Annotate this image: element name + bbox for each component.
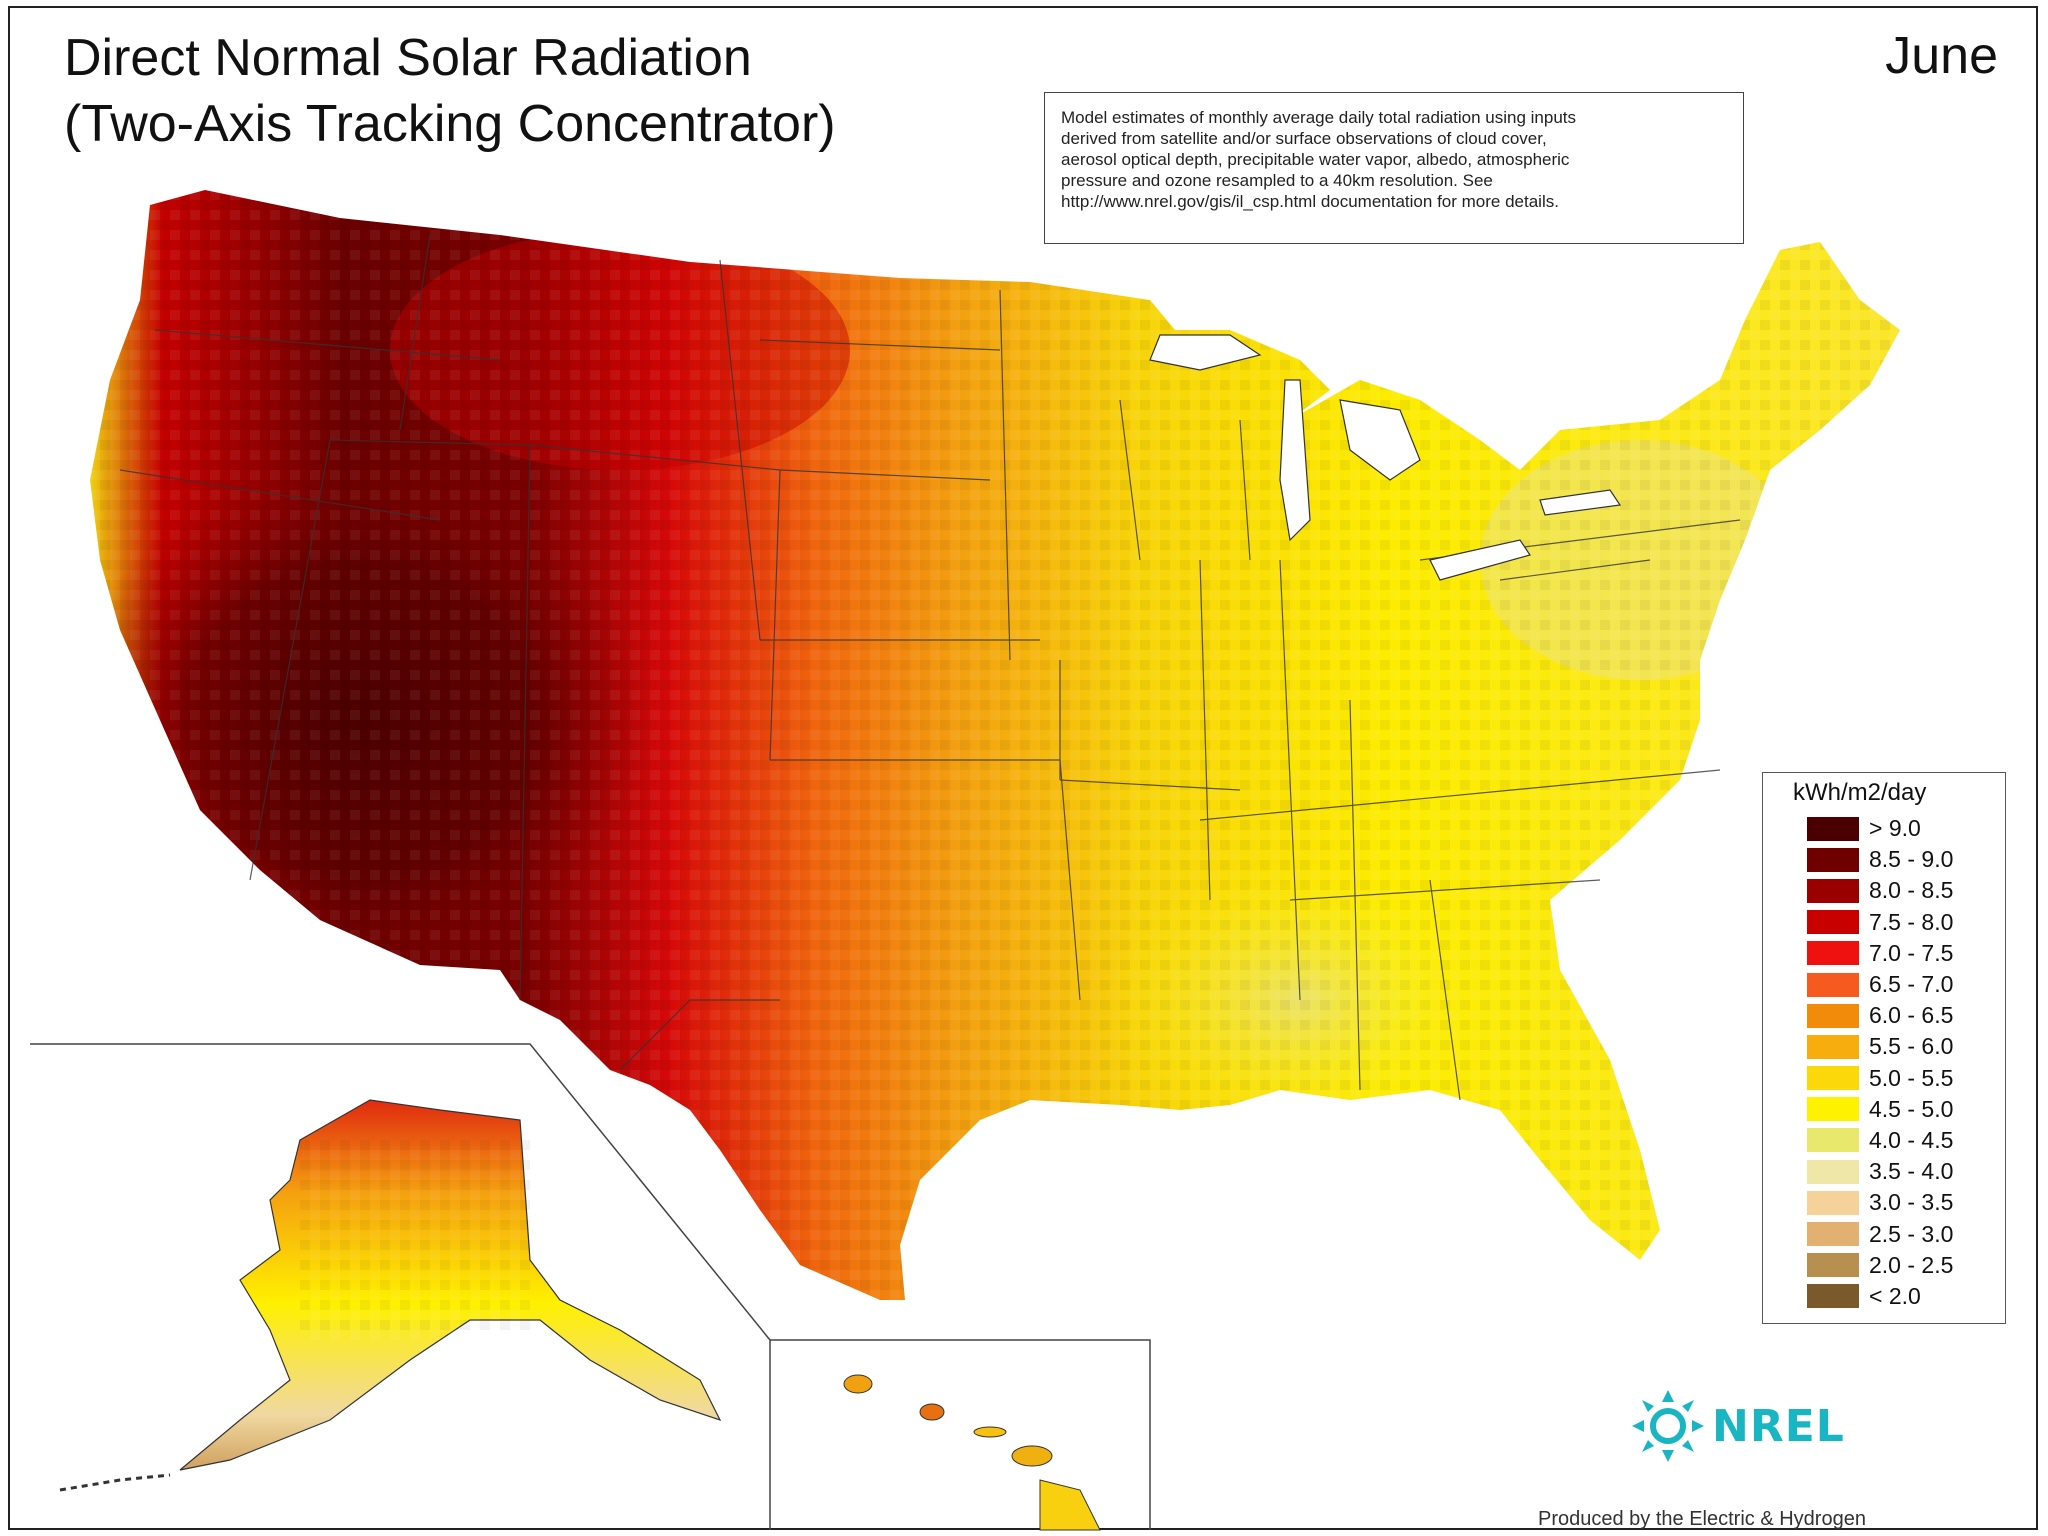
legend-row: 6.0 - 6.5	[1807, 1000, 2005, 1031]
legend-row: 4.0 - 4.5	[1807, 1125, 2005, 1156]
legend-swatch	[1807, 878, 1859, 903]
model-description-note: Model estimates of monthly average daily…	[1044, 92, 1744, 244]
legend-row: 8.0 - 8.5	[1807, 875, 2005, 906]
nrel-logo-text: NREL	[1712, 1400, 1845, 1452]
legend-row: 3.0 - 3.5	[1807, 1187, 2005, 1218]
legend-label: 6.0 - 6.5	[1869, 1002, 1954, 1029]
state-boundaries	[119, 234, 1741, 1101]
note-line: pressure and ozone resampled to a 40km r…	[1061, 171, 1493, 190]
legend-label: 4.5 - 5.0	[1869, 1095, 1954, 1122]
legend-swatch	[1807, 1222, 1859, 1247]
map-title-line-1: Direct Normal Solar Radiation	[64, 29, 752, 87]
note-line: Model estimates of monthly average daily…	[1061, 108, 1577, 127]
legend-label: 2.0 - 2.5	[1869, 1251, 1954, 1278]
hawaii-island-oahu	[919, 1403, 945, 1421]
inset-divider-hawaii	[769, 1339, 1151, 1530]
legend-label: 3.0 - 3.5	[1869, 1189, 1954, 1216]
aleutian-islands	[59, 1473, 171, 1492]
legend-swatch	[1807, 1190, 1859, 1215]
legend-row: < 2.0	[1807, 1281, 2005, 1312]
hawaii-island-big	[1039, 1479, 1101, 1531]
producer-credit: Produced by the Electric & Hydrogen	[1538, 1508, 1866, 1530]
map-title-line-2: (Two-Axis Tracking Concentrator)	[64, 95, 836, 153]
legend-label: 5.5 - 6.0	[1869, 1033, 1954, 1060]
alaska-inset	[30, 1043, 771, 1492]
legend-label: > 9.0	[1869, 815, 1921, 842]
legend-row: 5.5 - 6.0	[1807, 1031, 2005, 1062]
note-line: http://www.nrel.gov/gis/il_csp.html docu…	[1061, 192, 1559, 211]
legend-row: 5.0 - 5.5	[1807, 1063, 2005, 1094]
legend-label: 8.0 - 8.5	[1869, 877, 1954, 904]
legend-row: 8.5 - 9.0	[1807, 844, 2005, 875]
inset-divider-alaska	[30, 1043, 771, 1341]
legend-label: 4.0 - 4.5	[1869, 1126, 1954, 1153]
hawaii-inset	[769, 1339, 1151, 1531]
hawaii-island-kauai	[843, 1374, 873, 1394]
note-line: aerosol optical depth, precipitable wate…	[1061, 150, 1570, 169]
legend-label: 7.0 - 7.5	[1869, 939, 1954, 966]
legend-label: 3.5 - 4.0	[1869, 1158, 1954, 1185]
legend-row: > 9.0	[1807, 813, 2005, 844]
legend-row: 2.0 - 2.5	[1807, 1250, 2005, 1281]
legend-row: 2.5 - 3.0	[1807, 1218, 2005, 1249]
legend-title: kWh/m2/day	[1793, 779, 1927, 806]
nrel-sun-icon	[1632, 1390, 1704, 1462]
legend-swatch	[1807, 1066, 1859, 1091]
legend-label: 7.5 - 8.0	[1869, 908, 1954, 935]
note-line: derived from satellite and/or surface ob…	[1061, 129, 1547, 148]
legend-swatch	[1807, 1284, 1859, 1309]
legend-row: 7.5 - 8.0	[1807, 907, 2005, 938]
hawaii-island-molokai	[973, 1426, 1007, 1438]
legend-rows: > 9.0 8.5 - 9.0 8.0 - 8.5 7.5 - 8.0 7.0 - 7.…	[1807, 813, 2005, 1312]
legend-swatch	[1807, 941, 1859, 966]
great-lakes	[1149, 334, 1622, 581]
legend-label: 6.5 - 7.0	[1869, 971, 1954, 998]
legend-swatch	[1807, 1159, 1859, 1184]
legend-swatch	[1807, 972, 1859, 997]
legend-swatch	[1807, 816, 1859, 841]
legend-row: 7.0 - 7.5	[1807, 938, 2005, 969]
hawaii-island-maui	[1011, 1445, 1053, 1467]
nrel-logo: NREL	[1630, 1388, 1845, 1464]
legend-row: 3.5 - 4.0	[1807, 1156, 2005, 1187]
legend-swatch	[1807, 1003, 1859, 1028]
legend-swatch	[1807, 910, 1859, 935]
legend-label: 5.0 - 5.5	[1869, 1064, 1954, 1091]
legend-swatch	[1807, 1128, 1859, 1153]
legend-swatch	[1807, 1034, 1859, 1059]
legend-label: 2.5 - 3.0	[1869, 1220, 1954, 1247]
radiation-legend: kWh/m2/day > 9.0 8.5 - 9.0 8.0 - 8.5 7.5 - …	[1762, 772, 2006, 1324]
month-label: June	[1885, 27, 1998, 85]
legend-label: < 2.0	[1869, 1282, 1921, 1309]
legend-row: 4.5 - 5.0	[1807, 1094, 2005, 1125]
legend-swatch	[1807, 1097, 1859, 1122]
legend-swatch	[1807, 1253, 1859, 1278]
legend-row: 6.5 - 7.0	[1807, 969, 2005, 1000]
legend-swatch	[1807, 847, 1859, 872]
legend-label: 8.5 - 9.0	[1869, 846, 1954, 873]
